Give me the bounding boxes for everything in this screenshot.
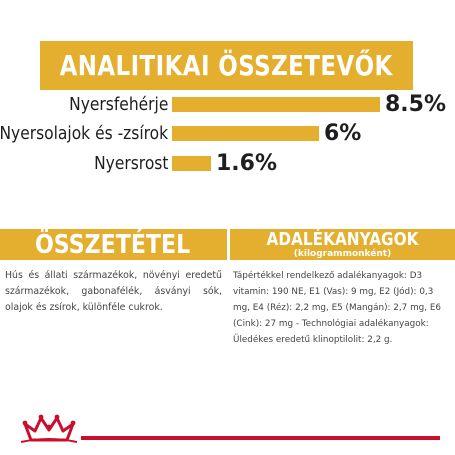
analytics-row-fat: Nyersolajok és -zsírok 6%: [0, 121, 455, 147]
additives-title: ADALÉKANYAGOK: [266, 229, 419, 250]
additives-subtitle: (kilogrammonként): [293, 249, 392, 259]
footer-divider: [20, 436, 440, 440]
analytics-bar: [172, 126, 319, 141]
royal-canin-logo: [17, 412, 81, 446]
analytics-label: Nyersrost: [93, 153, 168, 174]
analytics-bar: [172, 156, 211, 171]
analytics-value: 6%: [324, 121, 362, 146]
composition-header: ÖSSZETÉTEL: [0, 229, 227, 260]
analytics-value: 1.6%: [216, 151, 278, 176]
analytics-row-protein: Nyersfehérje 8.5%: [0, 92, 455, 118]
analytics-banner: ANALITIKAI ÖSSZETEVŐK: [40, 41, 413, 90]
analytics-bar: [172, 97, 380, 112]
composition-text: Hús és állati származékok, növényi erede…: [5, 270, 222, 313]
analytics-value: 8.5%: [385, 92, 447, 117]
crown-icon: [20, 414, 78, 443]
analytics-title: ANALITIKAI ÖSSZETEVŐK: [59, 49, 394, 82]
additives-text: Tápértékkel rendelkező adalékanyagok: D3…: [233, 271, 441, 345]
analytics-row-fibre: Nyersrost 1.6%: [0, 151, 455, 177]
additives-header: ADALÉKANYAGOK (kilogrammonként): [230, 229, 455, 260]
composition-title: ÖSSZETÉTEL: [35, 230, 191, 260]
analytics-label: Nyersolajok és -zsírok: [0, 123, 168, 144]
analytics-label: Nyersfehérje: [68, 94, 168, 115]
